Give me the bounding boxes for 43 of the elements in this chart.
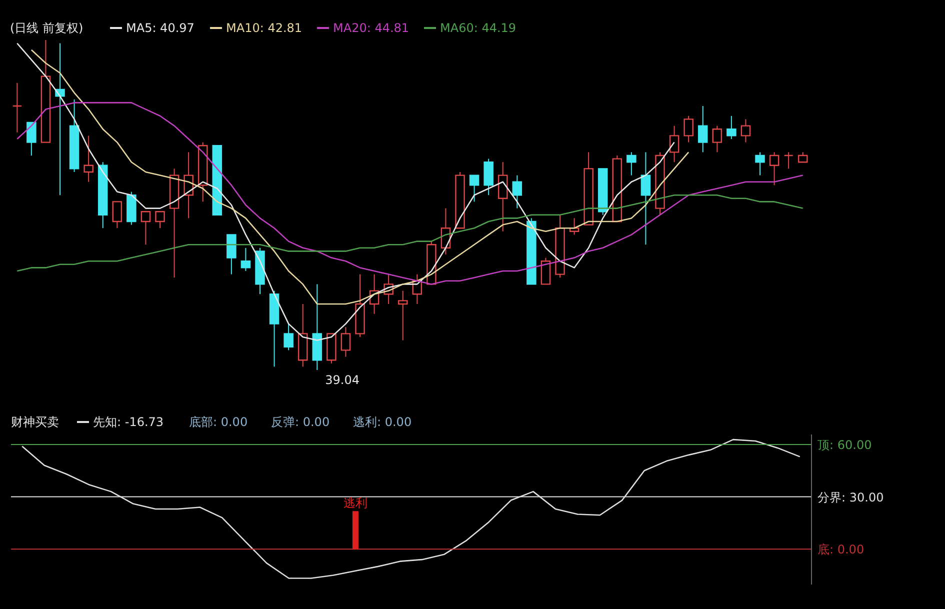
text: 39.04 — [325, 373, 360, 387]
candlestick — [626, 152, 636, 176]
candlestick — [284, 323, 294, 351]
candlestick — [712, 125, 722, 153]
candlestick — [740, 118, 751, 143]
candlestick — [798, 152, 808, 163]
candlestick — [226, 234, 236, 275]
chart-title: (日线 前复权) — [10, 21, 84, 35]
candlestick — [784, 152, 794, 170]
candlestick — [84, 135, 94, 182]
candlestick — [240, 247, 251, 272]
candlestick — [684, 115, 694, 143]
candlestick — [12, 82, 22, 133]
text: 逃利: 0.00 — [353, 415, 412, 429]
legend-label: MA5: 40.97 — [126, 21, 194, 35]
candlestick — [698, 106, 708, 153]
legend-label: MA60: 44.19 — [440, 21, 516, 35]
candlestick — [769, 152, 780, 186]
y-tick-label: 底: 0.00 — [818, 542, 864, 557]
chart-title: 财神买卖 — [11, 415, 59, 429]
candlestick — [469, 174, 480, 202]
candlestick — [512, 174, 522, 209]
legend-label: MA20: 44.81 — [333, 21, 410, 35]
candlestick — [640, 152, 651, 246]
legend-label: MA10: 42.81 — [226, 21, 302, 35]
candlestick — [498, 162, 508, 232]
candlestick — [669, 125, 680, 163]
annotation: 逃利 — [343, 496, 368, 510]
candlestick — [755, 152, 765, 176]
y-tick-label: 顶: 60.00 — [818, 438, 872, 452]
text: 底部: 0.00 — [189, 415, 248, 429]
candlestick — [26, 122, 36, 156]
candlestick — [155, 211, 165, 229]
candlestick — [540, 257, 551, 285]
candlestick — [398, 290, 408, 341]
text: 反弹: 0.00 — [271, 415, 330, 429]
candlestick — [112, 201, 122, 229]
legend-label: 先知: -16.73 — [93, 415, 164, 429]
candlestick — [484, 158, 494, 196]
candlestick — [340, 326, 351, 358]
candlestick — [140, 211, 151, 246]
y-tick-label: 分界: 30.00 — [818, 490, 884, 504]
candlestick — [726, 115, 736, 140]
